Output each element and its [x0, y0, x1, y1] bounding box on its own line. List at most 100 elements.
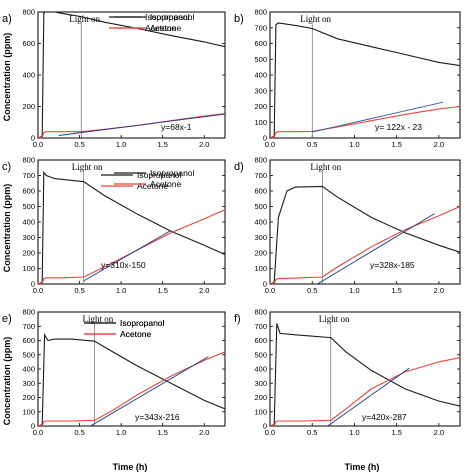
y-tick-label: 0	[31, 280, 35, 289]
x-tick-label: 1.0	[116, 140, 126, 149]
legend-label: Isopropanol	[120, 318, 165, 328]
panel-letter: a)	[2, 13, 12, 25]
panel-5: 0 100 200 300 400 500 600 700 800 0.0 0.5 1.0 1.5 2.0…	[2, 308, 226, 437]
fit-equation: y=343x-216	[135, 412, 180, 422]
panel-letter: b)	[234, 13, 244, 25]
y-tick-label: 0	[263, 280, 267, 289]
x-tick-label: 0.0	[265, 140, 275, 149]
x-tick-label: 0.0	[33, 428, 43, 437]
y-tick-label: 400	[22, 218, 35, 227]
fit-equation: y=310x-150	[101, 260, 146, 270]
series-acetone	[270, 105, 460, 138]
x-tick-label: 1.5	[391, 140, 401, 149]
y-axis-title-bottom: Concentration (ppm)	[2, 337, 12, 426]
series-isopropanol	[270, 323, 460, 426]
y-tick-label: 300	[22, 379, 35, 388]
y-tick-label: 100	[22, 407, 35, 416]
x-axis-title-left: Time (h)	[113, 462, 148, 472]
y-tick-label: 200	[22, 102, 35, 111]
panel-letter: f)	[234, 313, 241, 325]
legend-label: Acetone	[137, 181, 168, 191]
panel-2: 0 100 200 300 400 500 600 700 800 0.0 0.5 1.0 1.5 2.0…	[114, 8, 461, 149]
plot-frame	[269, 11, 461, 139]
y-tick-label: 700	[22, 171, 35, 180]
panel-4: 0 100 200 300 400 500 600 700 800 0.0 0.5 1.0 1.5 2.0…	[114, 156, 461, 295]
y-tick-label: 800	[254, 8, 267, 17]
x-tick-label: 1.5	[391, 428, 401, 437]
y-tick-label: 700	[254, 171, 267, 180]
y-tick-label: 400	[22, 71, 35, 80]
x-tick-label: 1.0	[116, 428, 126, 437]
y-tick-label: 700	[254, 23, 267, 32]
series-acetone	[38, 113, 225, 138]
series-isopropanol	[38, 170, 225, 284]
x-axis-title-right: Time (h)	[345, 462, 380, 472]
y-tick-label: 300	[22, 233, 35, 242]
panel-6: 0 100 200 300 400 500 600 700 800 0.0 0.5 1.0 1.5 2.0…	[84, 308, 461, 437]
x-tick-label: 0.0	[265, 428, 275, 437]
legend-label: Isopropanol	[145, 12, 190, 22]
series-acetone	[270, 357, 460, 426]
x-tick-label: 1.5	[391, 286, 401, 295]
fit-line	[326, 367, 410, 426]
y-tick-label: 0	[263, 134, 267, 143]
light-on-label: Light on	[300, 14, 331, 24]
y-tick-label: 800	[254, 308, 267, 317]
fit-equation: y=68x-1	[161, 122, 192, 132]
series-isopropanol	[270, 185, 460, 284]
y-tick-label: 700	[254, 322, 267, 331]
x-tick-label: 0.0	[33, 140, 43, 149]
fit-line	[58, 113, 225, 136]
x-tick-label: 0.0	[33, 286, 43, 295]
y-tick-label: 200	[254, 102, 267, 111]
legend-label: Acetone	[150, 179, 181, 189]
y-tick-label: 600	[22, 336, 35, 345]
y-tick-label: 800	[254, 156, 267, 165]
light-on-label: Light on	[319, 314, 350, 324]
y-tick-label: 0	[31, 422, 35, 431]
x-tick-label: 0.0	[265, 286, 275, 295]
x-tick-label: 0.5	[307, 286, 317, 295]
y-tick-label: 300	[254, 379, 267, 388]
plot-frame	[269, 159, 461, 285]
panel-letter: d)	[234, 161, 244, 173]
plot-frame	[269, 311, 461, 427]
light-on-label: Light on	[69, 14, 100, 24]
y-tick-label: 0	[263, 422, 267, 431]
y-tick-label: 400	[254, 218, 267, 227]
y-tick-label: 300	[254, 233, 267, 242]
x-tick-label: 1.5	[157, 140, 167, 149]
y-tick-label: 400	[254, 365, 267, 374]
legend-label: Isopropanol	[137, 170, 182, 180]
y-tick-label: 100	[254, 118, 267, 127]
x-tick-label: 2.0	[434, 286, 444, 295]
y-tick-label: 400	[254, 71, 267, 80]
fit-equation: y= 122x - 23	[375, 122, 422, 132]
y-tick-label: 500	[254, 350, 267, 359]
panel-letter: c)	[2, 161, 11, 173]
y-tick-label: 0	[31, 134, 35, 143]
y-tick-label: 600	[254, 187, 267, 196]
legend-label: Acetone	[150, 23, 181, 33]
x-tick-label: 1.0	[349, 428, 359, 437]
panels: 0 200 400 600 800 0.0 0.5 1.0 1.5 2.0 a) Light on Is…	[2, 8, 461, 437]
y-tick-label: 100	[254, 407, 267, 416]
x-tick-label: 1.0	[349, 286, 359, 295]
plot-frame	[37, 11, 226, 139]
series-acetone	[38, 351, 225, 426]
x-tick-label: 2.0	[434, 140, 444, 149]
fit-line	[316, 213, 435, 284]
legend-label: Acetone	[145, 23, 176, 33]
light-on-label: Light on	[310, 162, 341, 172]
x-tick-label: 0.5	[74, 286, 84, 295]
fit-equation: y=328x-185	[370, 260, 415, 270]
light-on-label: Light on	[72, 162, 103, 172]
y-tick-label: 600	[22, 39, 35, 48]
legend-label: Isopropanol	[150, 12, 195, 22]
y-tick-label: 700	[22, 322, 35, 331]
x-tick-label: 1.0	[116, 286, 126, 295]
y-tick-label: 400	[22, 365, 35, 374]
light-on-label: Light on	[83, 314, 114, 324]
fit-equation: y=420x-287	[362, 412, 407, 422]
